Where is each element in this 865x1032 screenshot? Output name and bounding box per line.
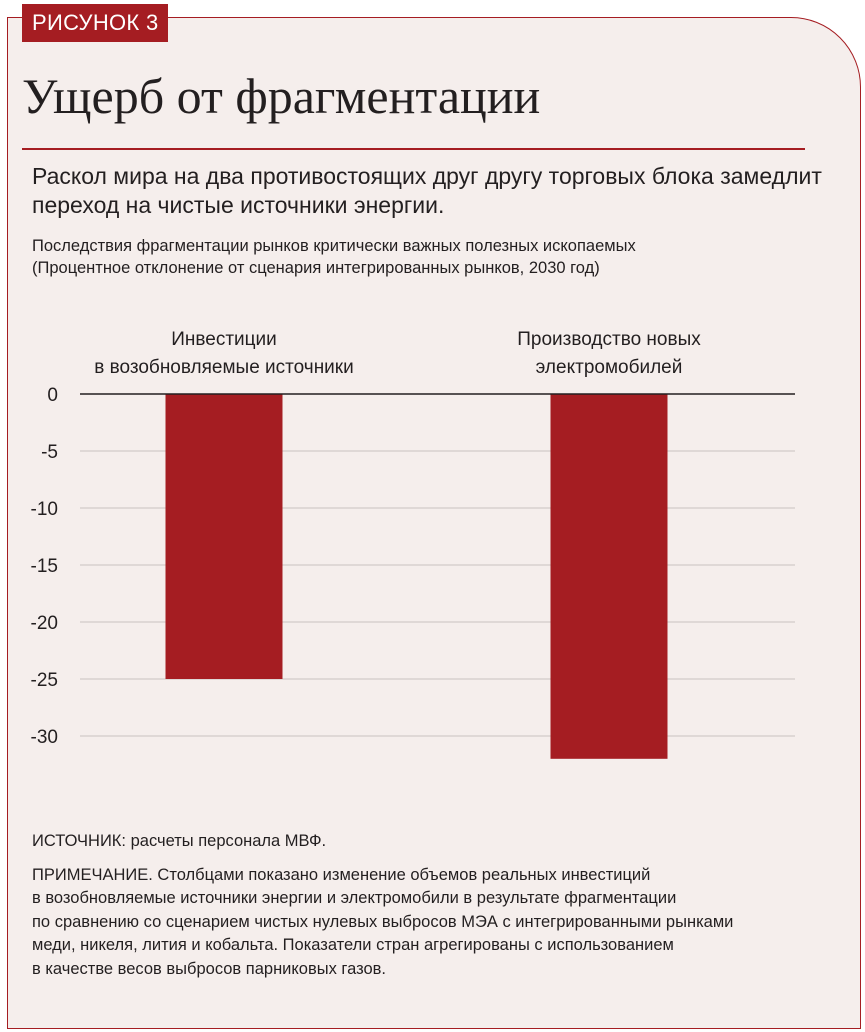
source-note: ИСТОЧНИК: расчеты персонала МВФ. <box>32 832 327 850</box>
bar <box>550 394 668 759</box>
page-title: Ущерб от фрагментации <box>22 68 541 124</box>
note-line-3: по сравнению со сценарием чистых нулевых… <box>32 912 734 931</box>
subtitle: Раскол мира на два противостоящих друг д… <box>32 163 822 218</box>
figure-label: РИСУНОК 3 <box>22 4 169 42</box>
chart-caption-line-1: Последствия фрагментации рынков критичес… <box>32 237 636 255</box>
y-tick-label: -30 <box>31 727 58 748</box>
note-line-1: ПРИМЕЧАНИЕ. Столбцами показано изменение… <box>32 865 651 884</box>
chart-caption-line-2: (Процентное отклонение от сценария интег… <box>32 259 600 277</box>
note-line-4: меди, никеля, лития и кобальта. Показате… <box>32 936 674 954</box>
category-label: электромобилей <box>536 357 683 378</box>
note-line-2: в возобновляемые источники энергии и эле… <box>32 889 677 907</box>
figure-panel <box>7 17 861 1029</box>
chart-caption: Последствия фрагментации рынков критичес… <box>32 235 822 279</box>
category-label: в возобновляемые источники <box>94 357 353 378</box>
title-divider <box>22 148 805 150</box>
y-tick-label: -25 <box>31 670 58 691</box>
y-tick-label: -15 <box>31 556 58 577</box>
note-line-5: в качестве весов выбросов парниковых газ… <box>32 959 386 978</box>
note-text: ПРИМЕЧАНИЕ. Столбцами показано изменение… <box>32 864 832 982</box>
y-tick-label: 0 <box>47 385 58 406</box>
y-tick-label: -20 <box>31 613 58 634</box>
y-tick-label: -5 <box>41 442 58 463</box>
category-label: Инвестиции <box>171 329 277 350</box>
category-label: Производство новых <box>517 329 701 350</box>
y-tick-label: -10 <box>31 499 58 520</box>
footer: ИСТОЧНИК: расчеты персонала МВФ. ПРИМЕЧА… <box>32 830 832 981</box>
bar <box>165 394 283 679</box>
